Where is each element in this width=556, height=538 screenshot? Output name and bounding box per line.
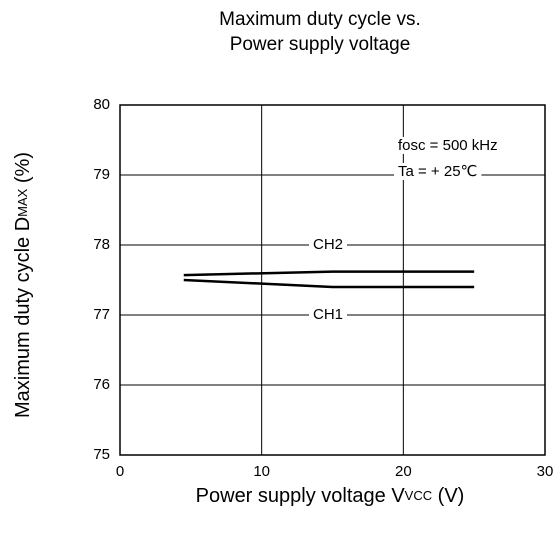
x-axis-label-part: (V): [432, 485, 464, 507]
annotation: Ta = + 25℃: [398, 163, 477, 180]
x-axis-label: Power supply voltage VVCC (V): [196, 485, 465, 507]
y-tick-label: 80: [93, 96, 110, 113]
y-tick-label: 76: [93, 376, 110, 393]
y-tick-label: 79: [93, 166, 110, 183]
label-background: [394, 162, 482, 180]
plot-frame: [119, 104, 546, 456]
y-axis-label: Maximum duty cycle DMAX (%): [12, 152, 34, 418]
y-tick-label: 77: [93, 306, 110, 323]
chart-title: Maximum duty cycle vs.: [219, 9, 421, 30]
y-tick-label: 78: [93, 236, 110, 253]
label-background: [308, 305, 348, 323]
y-axis-label-part: Maximum duty cycle D: [12, 217, 34, 418]
x-axis-label-part: Power supply voltage V: [196, 485, 406, 507]
chart-title: Power supply voltage: [230, 34, 411, 55]
series-line: [183, 278, 475, 289]
x-axis-label-part: VCC: [405, 488, 432, 503]
label-background: [394, 136, 502, 154]
x-tick-label: 30: [537, 463, 554, 480]
x-tick-label: 20: [395, 463, 412, 480]
y-axis-label-part: (%): [12, 152, 34, 189]
annotation: CH1: [313, 306, 343, 323]
label-background: [308, 235, 348, 253]
series-line: [183, 270, 475, 277]
annotation: fosc = 500 kHz: [398, 137, 498, 154]
y-tick-label: 75: [93, 446, 110, 463]
x-tick-label: 10: [253, 463, 270, 480]
x-tick-label: 0: [116, 463, 124, 480]
y-axis-label-part: MAX: [15, 188, 30, 217]
annotation: CH2: [313, 236, 343, 253]
